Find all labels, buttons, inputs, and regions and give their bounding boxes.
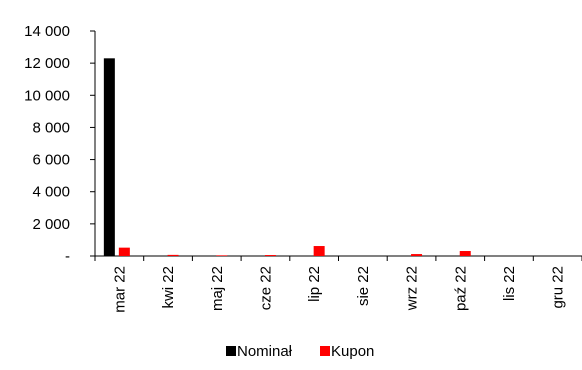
bar-kupon-1	[167, 254, 179, 256]
x-tick-label: gru 22	[550, 266, 567, 309]
bar-nominal-0	[103, 58, 115, 257]
legend-label-0: Nominał	[237, 343, 293, 360]
legend: Nominał Kupon	[226, 343, 374, 360]
bar-kupon-7	[459, 251, 471, 256]
bars	[103, 58, 471, 257]
y-tick-label: 4 000	[32, 184, 70, 201]
y-tick-label: 8 000	[32, 119, 70, 136]
x-tick-label: mar 22	[111, 266, 128, 313]
x-tick-label: maj 22	[209, 266, 226, 311]
y-tick-label: 12 000	[24, 55, 70, 72]
bar-kupon-6	[411, 254, 423, 256]
y-tick-label: 2 000	[32, 216, 70, 233]
bar-kupon-0	[118, 247, 130, 256]
bar-kupon-4	[313, 246, 325, 256]
x-tick-label: sie 22	[355, 266, 372, 306]
y-tick-label: 14 000	[24, 23, 70, 40]
x-tick-label: lip 22	[306, 266, 323, 302]
x-tick-label: paź 22	[452, 266, 469, 311]
y-axis: - 2 000 4 000 6 000 8 000 10 000 12 000 14 000	[24, 23, 96, 265]
x-tick-label: cze 22	[257, 266, 274, 310]
y-tick-label: 10 000	[24, 87, 70, 104]
x-axis: mar 22 kwi 22 maj 22 cze 22 lip 22 sie 22 wrz …	[94, 255, 582, 313]
bar-kupon-3	[264, 255, 276, 256]
y-tick-label: 6 000	[32, 152, 70, 169]
legend-swatch-1	[320, 346, 330, 356]
bar-kupon-2	[216, 255, 228, 256]
x-tick-label: wrz 22	[404, 266, 421, 311]
x-tick-label: lis 22	[501, 266, 518, 301]
y-tick-label: -	[65, 248, 70, 265]
legend-swatch-0	[226, 346, 236, 356]
x-tick-label: kwi 22	[160, 266, 177, 309]
legend-label-1: Kupon	[331, 343, 374, 360]
